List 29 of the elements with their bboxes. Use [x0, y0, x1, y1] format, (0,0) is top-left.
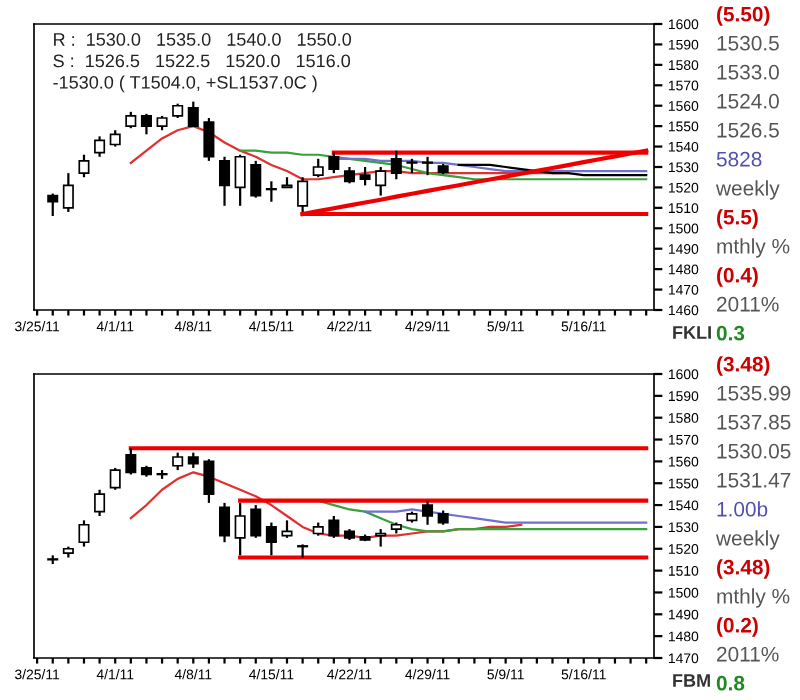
- text: FKLI: [673, 326, 711, 339]
- text: FBM: [673, 674, 710, 687]
- text: weekly: [715, 180, 780, 200]
- text: 1537.85: [717, 414, 791, 430]
- text: 1524.0: [717, 93, 779, 109]
- text: 0.8: [716, 675, 745, 691]
- text: 1531.47: [717, 472, 791, 488]
- text: (5.5): [717, 209, 758, 229]
- text: mthly %: [717, 588, 790, 608]
- annotation: S : 1526.5 1522.5 1520.0 1516.0: [53, 54, 351, 68]
- text: 1533.0: [717, 64, 779, 80]
- text: (5.50): [717, 6, 770, 26]
- annotation: -1530.0 ( T1504.0, +SL1537.0C ): [53, 75, 317, 93]
- text: mthly %: [717, 238, 790, 258]
- text: 0.3: [716, 325, 745, 341]
- text: (0.2): [717, 617, 758, 637]
- text: (3.48): [717, 356, 770, 376]
- text: 1.00b: [717, 501, 768, 517]
- annotation: R : 1530.0 1535.0 1540.0 1550.0: [54, 33, 352, 46]
- text: 2011%: [717, 296, 779, 312]
- text: 2011%: [717, 646, 779, 662]
- text: 1530.5: [717, 35, 779, 51]
- text: weekly: [715, 530, 780, 550]
- text: 1526.5: [717, 122, 779, 138]
- text: (3.48): [717, 559, 770, 579]
- text: 1535.99: [717, 385, 791, 401]
- text: 5828: [716, 151, 762, 167]
- text: 1530.05: [717, 443, 791, 459]
- text: (0.4): [717, 267, 758, 287]
